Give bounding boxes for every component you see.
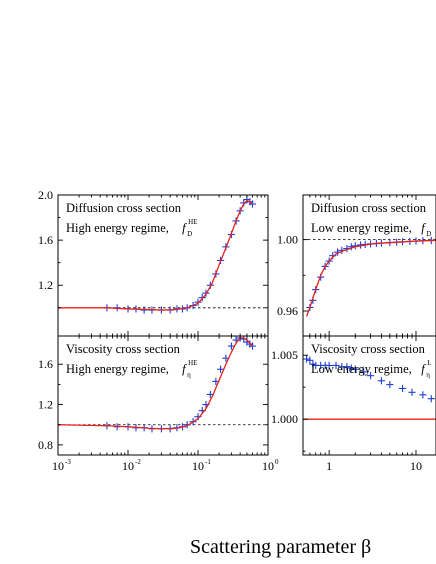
panel-title: Diffusion cross section — [66, 201, 182, 215]
symbol-f: f — [421, 221, 426, 235]
x-tick-label: 10 — [410, 459, 422, 473]
data-point — [303, 355, 311, 363]
data-point — [427, 395, 435, 403]
data-point — [332, 361, 340, 370]
panel-subtitle: Low energy regime, — [311, 221, 412, 235]
data-point — [377, 377, 386, 385]
panel-viscosity-low-energy: 1.000 1.005 1 10 Viscosity cross section Low … — [271, 335, 436, 473]
symbol-subscript: η — [187, 371, 191, 379]
symbol-superscript: L — [427, 359, 431, 367]
y-tick-label: 1.2 — [38, 398, 53, 412]
panel-subtitle: High energy regime, — [66, 221, 169, 235]
symbol-f: f — [421, 362, 426, 376]
panel-subtitle: High energy regime, — [66, 362, 169, 376]
symbol-f: f — [182, 221, 187, 235]
panel-title: Diffusion cross section — [311, 201, 427, 215]
x-tick-exponent: 0 — [275, 458, 279, 466]
data-point — [366, 372, 375, 380]
data-point — [240, 199, 248, 207]
y-tick-label: 1.6 — [38, 233, 53, 247]
data-point — [408, 388, 416, 396]
y-tick-label: 1.6 — [38, 357, 53, 371]
y-tick-label: 0.96 — [277, 304, 298, 318]
data-point — [419, 391, 427, 399]
panel-title: Viscosity cross section — [311, 342, 426, 356]
symbol-superscript: HE — [188, 218, 197, 226]
data-point — [306, 356, 314, 364]
y-tick-label: 1.00 — [277, 233, 298, 247]
axes-frame — [57, 335, 269, 456]
data-point — [351, 365, 359, 373]
data-point — [343, 363, 351, 371]
axes-frame — [302, 194, 436, 337]
axes-frame — [302, 335, 436, 456]
data-point — [194, 298, 202, 306]
panel-subtitle: Low energy regime, — [311, 362, 412, 376]
y-tick-label: 1.000 — [271, 412, 298, 426]
x-tick-label: 1 — [326, 459, 332, 473]
x-tick-label: 10 — [192, 459, 204, 473]
x-axis-label: Scattering parameter β — [190, 536, 371, 558]
y-tick-label: 2.0 — [38, 188, 53, 202]
y-tick-label: 1.2 — [38, 278, 53, 292]
plot-area — [58, 195, 268, 314]
symbol-subscript: D — [426, 230, 431, 238]
x-tick-label: 10 — [262, 459, 274, 473]
panel-diffusion-low-energy: 0.96 1.00 Diffusion cross section Low energ… — [277, 194, 436, 337]
x-tick-exponent: -3 — [65, 458, 71, 466]
panel-title: Viscosity cross section — [66, 342, 181, 356]
panel-diffusion-high-energy: 1.2 1.6 2.0 Diffusion cross section High ene… — [38, 188, 269, 337]
data-point — [216, 365, 225, 373]
x-tick-exponent: -1 — [205, 458, 211, 466]
plot-area — [303, 355, 436, 420]
plot-area — [303, 236, 436, 317]
plot-area — [58, 336, 268, 433]
y-tick-label: 1.005 — [271, 348, 298, 362]
axes-frame — [57, 194, 269, 337]
data-point — [360, 368, 368, 376]
data-point — [398, 384, 407, 393]
symbol-f: f — [182, 362, 187, 376]
data-point — [386, 381, 394, 389]
x-tick-label: 10 — [52, 459, 64, 473]
data-point — [347, 364, 355, 372]
data-point — [248, 342, 257, 350]
symbol-subscript: D — [187, 230, 192, 238]
y-tick-label: 0.8 — [38, 438, 53, 452]
fit-curve — [58, 337, 253, 430]
fit-curve — [305, 239, 436, 317]
data-point — [325, 361, 333, 370]
x-tick-exponent: -2 — [135, 458, 141, 466]
symbol-subscript: η — [426, 371, 430, 379]
fit-curve — [58, 199, 253, 311]
symbol-superscript: HE — [188, 359, 197, 367]
data-point — [248, 200, 257, 208]
x-tick-label: 10 — [122, 459, 134, 473]
